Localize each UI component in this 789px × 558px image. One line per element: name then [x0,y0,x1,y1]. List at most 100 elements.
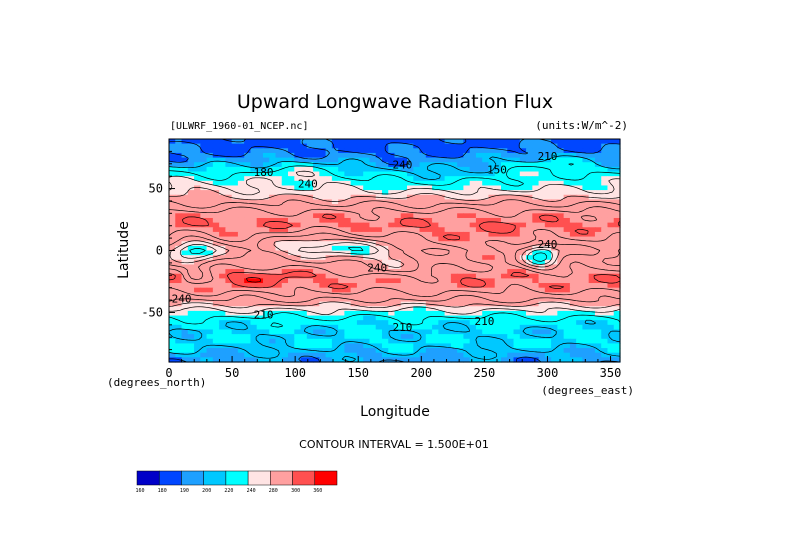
field-cell [194,259,201,266]
field-cell [200,236,208,242]
field-cell [526,148,533,154]
field-cell [306,180,314,187]
contour-line [168,170,621,316]
field-cell [306,139,314,145]
field-cell [344,245,352,252]
field-cell [582,171,590,177]
field-cell [262,287,270,293]
field-cell [519,357,527,363]
field-cell [588,148,596,154]
field-cell [532,348,540,354]
field-cell [475,250,483,256]
field-cell [544,324,552,331]
contour-label: 210 [474,315,494,328]
field-cell [262,139,270,145]
field-cell [475,176,483,182]
field-cell [394,315,402,321]
field-cell [551,334,558,340]
field-cell [494,236,502,242]
field-cell [313,185,320,191]
field-cell [532,204,540,210]
field-cell [244,227,252,233]
field-cell [607,245,615,252]
field-cell [507,250,515,256]
field-cell [262,269,270,275]
field-cell [181,143,189,149]
field-cell [294,301,302,307]
field-cell [206,241,214,247]
field-cell [469,296,477,303]
field-cell [175,222,183,228]
field-cell [388,329,396,335]
field-cell [275,301,283,307]
field-cell [507,259,515,266]
field-cell [475,348,483,354]
field-cell [225,269,233,275]
field-cell [325,306,333,312]
field-cell [425,259,433,266]
field-cell [507,292,515,298]
field-cell [488,296,496,303]
field-cell [206,162,214,168]
field-cell [288,301,295,307]
field-cell [494,231,502,238]
field-cell [419,348,427,354]
field-cell [212,185,220,191]
contour-label: 210 [254,309,274,322]
field-cell [219,222,226,228]
field-cell [519,269,527,275]
field-cell [488,273,496,279]
field-cell [450,148,458,154]
field-cell [288,176,295,182]
field-cell [526,269,533,275]
field-cell [175,162,183,168]
field-cell [237,162,245,168]
field-cell [363,157,371,163]
field-cell [187,171,195,177]
field-cell [194,329,201,335]
field-cell [407,213,414,219]
field-cell [225,227,233,233]
field-cell [576,315,584,321]
field-cell [288,283,295,289]
field-cell [438,352,446,358]
field-cell [400,222,408,228]
field-cell [582,180,590,187]
field-cell [350,162,358,168]
field-cell [262,273,270,279]
field-cell [432,301,439,307]
field-cell [407,227,414,233]
field-cell [344,157,352,163]
field-cell [450,213,458,219]
field-cell [588,348,596,354]
field-cell [363,199,371,205]
field-cell [231,152,239,159]
field-cell [200,329,208,335]
field-cell [569,343,577,349]
field-cell [225,306,233,312]
field-cell [444,343,452,349]
field-cell [494,199,502,205]
field-cell [306,306,314,312]
field-cell [613,329,621,335]
field-cell [375,213,383,219]
field-cell [563,231,571,238]
field-cell [419,283,427,289]
field-cell [244,194,252,200]
field-cell [350,139,358,145]
field-cell [419,171,427,177]
field-cell [331,217,339,224]
field-cell [469,241,477,247]
field-cell [569,269,577,275]
field-cell [544,292,552,298]
field-cell [500,166,508,173]
field-cell [544,255,552,261]
field-cell [425,213,433,219]
field-cell [262,199,270,205]
field-cell [306,269,314,275]
colorbar-level-label: 190 [180,488,189,494]
field-cell [187,278,195,284]
field-cell [250,162,258,168]
field-cell [381,352,389,358]
field-cell [388,320,396,326]
